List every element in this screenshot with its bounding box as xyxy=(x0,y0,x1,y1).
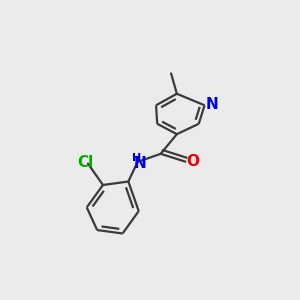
Text: N: N xyxy=(206,97,219,112)
Text: H: H xyxy=(132,153,141,163)
Text: O: O xyxy=(186,154,199,169)
Text: Cl: Cl xyxy=(77,155,93,170)
Text: N: N xyxy=(134,155,147,170)
